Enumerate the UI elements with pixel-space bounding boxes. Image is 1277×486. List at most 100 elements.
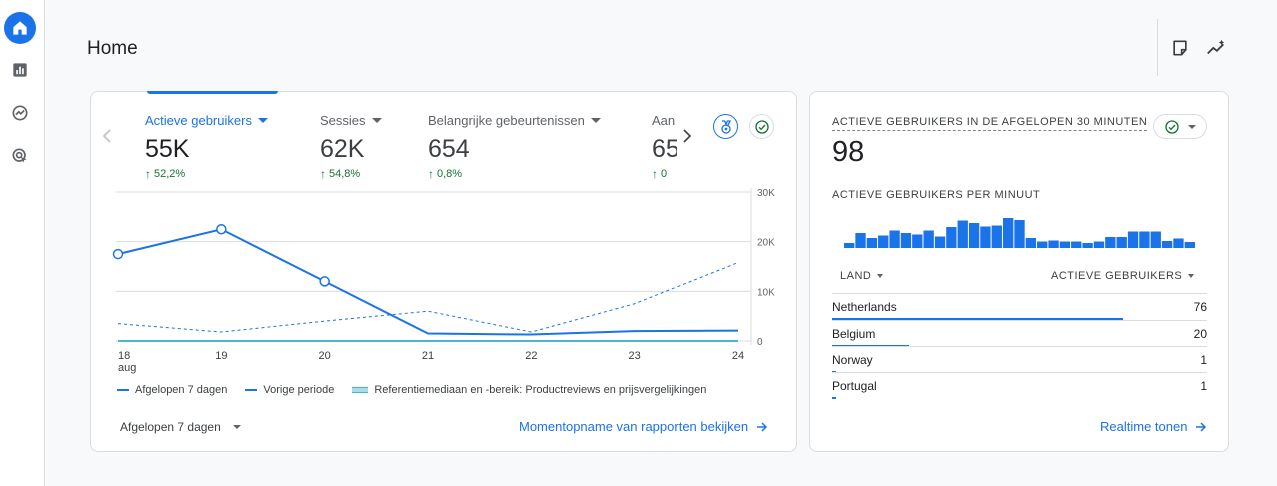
- per-minute-bar: [1014, 220, 1025, 248]
- per-minute-bar: [1037, 241, 1048, 248]
- realtime-value: 98: [832, 136, 865, 168]
- chart-legend: Afgelopen 7 dagen Vorige periode Referen…: [117, 384, 706, 396]
- per-minute-bar-chart: [844, 218, 1195, 248]
- series-previous-line: [117, 262, 739, 333]
- row-country: Portugal: [832, 379, 877, 393]
- legend-label-benchmark: Referentiemediaan en -bereik: Productrev…: [374, 384, 707, 396]
- metrics-prev-button[interactable]: [99, 128, 115, 144]
- per-minute-bar: [844, 243, 855, 248]
- table-row: Portugal 1: [832, 379, 1207, 405]
- per-minute-bar: [1048, 240, 1059, 248]
- column-header-country[interactable]: LAND: [840, 270, 884, 282]
- metric-delta: 0,8%: [437, 168, 463, 180]
- x-tick-label: 21: [422, 350, 434, 362]
- caret-down-icon: [1188, 274, 1195, 278]
- legend-swatch-previous: [245, 389, 258, 391]
- nav-reports[interactable]: [4, 54, 36, 86]
- insights-button[interactable]: [1204, 36, 1228, 60]
- view-realtime-link[interactable]: Realtime tonen: [1100, 419, 1207, 434]
- realtime-card: ACTIEVE GEBRUIKERS IN DE AFGELOPEN 30 MI…: [809, 91, 1229, 452]
- x-tick-label: 20: [319, 350, 331, 362]
- table-divider: [832, 372, 1207, 373]
- metric-label: Aan: [652, 112, 676, 128]
- per-minute-bar: [946, 227, 957, 248]
- per-minute-bar: [991, 225, 1002, 248]
- metric-value: 55K: [145, 135, 190, 163]
- notes-button[interactable]: [1168, 36, 1192, 60]
- row-share-bar: [832, 397, 836, 399]
- x-tick-label: 23: [629, 350, 641, 362]
- metric-tab-active-users[interactable]: Actieve gebruikers 55K ↑ 52,2%: [145, 110, 268, 181]
- caret-down-icon: [371, 117, 382, 123]
- per-minute-bar: [923, 230, 934, 248]
- table-divider: [832, 346, 1207, 347]
- metric-tab-sessions[interactable]: Sessies 62K ↑ 54,8%: [320, 110, 382, 181]
- line-chart: 30K 20K 10K 0 18 19 20 21 22 23 24 aug: [112, 188, 775, 374]
- per-minute-bar: [1071, 241, 1082, 248]
- x-tick-label: 19: [215, 350, 227, 362]
- per-minute-bar: [1082, 243, 1093, 248]
- date-range-select[interactable]: Afgelopen 7 dagen: [120, 420, 241, 434]
- metric-tab-key-events[interactable]: Belangrijke gebeurtenissen 654 ↑ 0,8%: [428, 110, 601, 181]
- caret-down-icon: [1188, 124, 1196, 129]
- metric-tab-truncated[interactable]: Aan 65 ↑ 0: [652, 110, 677, 182]
- realtime-title[interactable]: ACTIEVE GEBRUIKERS IN DE AFGELOPEN 30 MI…: [832, 116, 1148, 131]
- metric-delta: 52,2%: [154, 168, 186, 180]
- realtime-status-select[interactable]: [1153, 114, 1207, 139]
- metric-value: 65: [652, 135, 677, 163]
- caret-down-icon: [877, 274, 884, 278]
- y-tick-label: 0: [757, 337, 763, 348]
- row-country: Norway: [832, 353, 873, 367]
- legend-swatch-current: [117, 389, 129, 391]
- arrow-right-icon: [1196, 421, 1207, 432]
- per-minute-bar: [878, 235, 889, 248]
- view-reports-snapshot-link[interactable]: Momentopname van rapporten bekijken: [519, 419, 768, 434]
- per-minute-bar: [912, 234, 923, 248]
- per-minute-bar: [1025, 238, 1037, 248]
- chevron-right-icon: [683, 129, 692, 143]
- data-point: [319, 276, 330, 287]
- data-quality-button[interactable]: [749, 114, 774, 139]
- metric-tabs: Actieve gebruikers 55K ↑ 52,2% Sessies 62…: [145, 110, 677, 182]
- legend-swatch-benchmark: [352, 387, 369, 393]
- home-icon: [13, 21, 27, 35]
- per-minute-bar: [855, 233, 866, 248]
- x-tick-label: 24: [732, 350, 744, 362]
- row-country: Belgium: [832, 327, 876, 341]
- caret-down-icon: [590, 117, 601, 123]
- arrow-up-icon: ↑: [320, 167, 326, 181]
- toolbar-divider: [1157, 19, 1158, 76]
- per-minute-bar: [957, 220, 968, 248]
- column-header-label: LAND: [840, 270, 872, 282]
- nav-explore[interactable]: [4, 97, 36, 129]
- per-minute-bar: [1173, 238, 1184, 248]
- caret-down-icon: [257, 117, 268, 123]
- arrow-up-icon: ↑: [145, 167, 151, 181]
- check-circle-icon: [754, 119, 769, 134]
- metric-label: Actieve gebruikers: [145, 112, 252, 128]
- per-minute-title: ACTIEVE GEBRUIKERS PER MINUUT: [832, 189, 1041, 201]
- nav-home[interactable]: [4, 12, 36, 44]
- legend-label-current: Afgelopen 7 dagen: [135, 384, 228, 396]
- per-minute-bar: [1161, 241, 1173, 248]
- nav-advertising[interactable]: [4, 140, 36, 172]
- metric-delta: 0: [661, 168, 668, 180]
- benchmark-button[interactable]: [713, 114, 738, 139]
- y-tick-label: 30K: [757, 188, 775, 199]
- page-title: Home: [87, 38, 138, 59]
- row-users: 1: [1200, 379, 1207, 393]
- row-country: Netherlands: [832, 300, 897, 314]
- metrics-next-button[interactable]: [679, 128, 695, 144]
- table-row: Netherlands 76: [832, 300, 1207, 326]
- metric-delta: 54,8%: [329, 168, 361, 180]
- series-current-line: [117, 228, 739, 336]
- row-users: 76: [1193, 300, 1207, 314]
- y-tick-label: 10K: [757, 287, 775, 298]
- arrow-right-icon: [757, 421, 768, 432]
- per-minute-bar: [866, 238, 878, 248]
- explore-icon: [12, 105, 28, 121]
- row-users: 1: [1200, 353, 1207, 367]
- link-label: Realtime tonen: [1100, 419, 1188, 434]
- column-header-users[interactable]: ACTIEVE GEBRUIKERS: [1051, 270, 1195, 282]
- per-minute-bar: [1116, 237, 1127, 248]
